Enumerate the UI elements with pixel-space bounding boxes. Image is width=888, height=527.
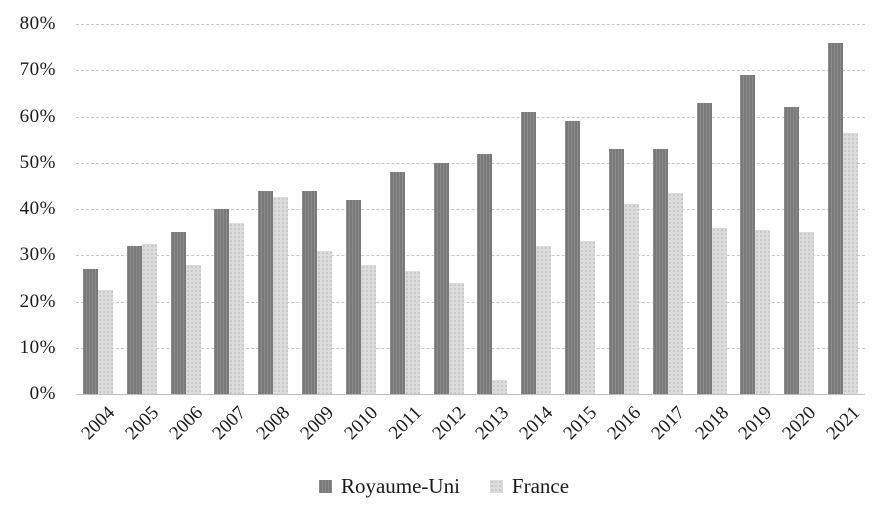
bar-france-2017 [667, 192, 683, 394]
bar-royaume-uni-2014 [521, 111, 537, 394]
bar-france-2019 [755, 229, 771, 394]
legend-item-royaume-uni: Royaume-Uni [318, 474, 460, 498]
gridline [76, 209, 865, 210]
gridline [76, 255, 865, 257]
bar-royaume-uni-2018 [696, 102, 712, 394]
legend-item-france: France [489, 474, 570, 498]
bar-france-2012 [448, 283, 464, 394]
bar-france-2015 [580, 241, 596, 394]
y-axis-tick-label: 60% [19, 105, 56, 127]
x-axis-tick-label-2011: 2011 [384, 402, 426, 444]
y-axis-tick-label: 50% [19, 151, 56, 173]
gridline [76, 116, 865, 118]
bar-royaume-uni-2016 [608, 148, 624, 394]
bar-france-2021 [843, 132, 859, 394]
bar-royaume-uni-2004 [82, 269, 98, 394]
x-axis-tick-label-2015: 2015 [559, 402, 602, 445]
bar-france-2016 [623, 204, 639, 394]
bar-france-2007 [229, 222, 245, 394]
bar-france-2014 [536, 246, 552, 394]
y-axis-tick-label: 80% [19, 13, 56, 34]
bar-royaume-uni-2009 [302, 190, 318, 394]
bar-royaume-uni-2011 [389, 172, 405, 394]
x-axis-tick-label-2008: 2008 [252, 402, 295, 445]
x-axis-tick-label-2017: 2017 [647, 402, 689, 445]
bar-france-2006 [185, 264, 201, 394]
x-axis-tick-label-2014: 2014 [515, 402, 558, 445]
bar-france-2011 [404, 271, 420, 394]
y-axis-tick-label: 10% [19, 336, 56, 358]
x-axis-tick-label-2016: 2016 [603, 402, 646, 445]
bar-france-2004 [97, 289, 113, 394]
y-axis-tick-label: 0% [29, 383, 56, 404]
x-axis-tick-label-2004: 2004 [77, 402, 120, 445]
bar-royaume-uni-2008 [258, 190, 274, 394]
bar-france-2008 [273, 197, 289, 394]
bar-royaume-uni-2010 [345, 199, 361, 394]
x-axis-tick-label-2009: 2009 [296, 402, 339, 445]
gridline [76, 24, 865, 25]
bar-royaume-uni-2007 [214, 209, 230, 394]
chart-legend: Royaume-Uni France [0, 474, 888, 498]
gridline [76, 347, 865, 349]
x-axis-tick-label-2021: 2021 [822, 402, 865, 445]
bar-royaume-uni-2006 [170, 232, 186, 394]
bar-royaume-uni-2005 [126, 246, 142, 394]
legend-label-royaume-uni: Royaume-Uni [340, 474, 460, 498]
bar-france-2020 [799, 232, 815, 394]
legend-swatch-royaume-uni [318, 479, 332, 493]
legend-swatch-france [489, 479, 503, 493]
bar-royaume-uni-2015 [565, 121, 581, 394]
bar-france-2005 [141, 243, 157, 394]
bar-royaume-uni-2019 [740, 74, 756, 394]
y-axis-tick-label: 20% [19, 290, 56, 312]
gridline [76, 162, 865, 164]
x-axis-tick-label-2005: 2005 [121, 402, 163, 445]
bar-royaume-uni-2017 [652, 148, 668, 394]
x-axis-tick-label-2020: 2020 [778, 402, 821, 445]
gridline [76, 70, 865, 72]
x-axis-line [76, 394, 865, 395]
bar-france-2009 [317, 250, 333, 394]
gridline [76, 301, 865, 303]
bar-royaume-uni-2013 [477, 153, 493, 394]
bar-royaume-uni-2021 [828, 42, 844, 394]
bar-france-2018 [711, 227, 727, 394]
y-axis-tick-label: 70% [19, 59, 56, 81]
x-axis-tick-label-2010: 2010 [340, 402, 383, 445]
bar-france-2013 [492, 380, 508, 394]
bar-royaume-uni-2012 [433, 162, 449, 394]
legend-label-france: France [511, 474, 570, 498]
y-axis-tick-label: 40% [19, 198, 56, 219]
bar-france-2010 [360, 264, 376, 394]
bar-royaume-uni-2020 [784, 107, 800, 394]
y-axis-tick-label: 30% [19, 244, 56, 266]
